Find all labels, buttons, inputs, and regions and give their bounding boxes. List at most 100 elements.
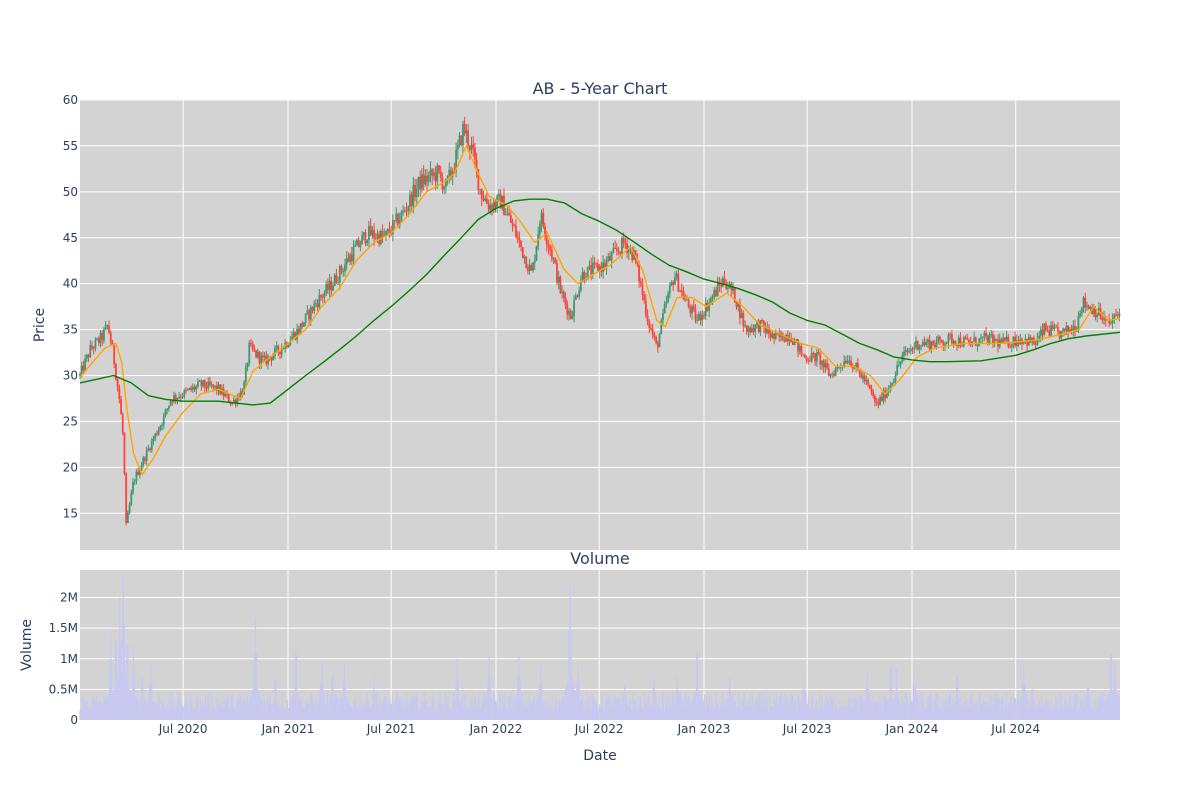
candle-up xyxy=(696,319,699,321)
candle-up xyxy=(533,260,536,263)
volume-bar xyxy=(1037,703,1040,720)
candle-up xyxy=(415,188,418,197)
volume-bar xyxy=(558,702,560,720)
candle-up xyxy=(164,409,167,416)
candle-down xyxy=(718,283,721,286)
candle-up xyxy=(918,346,921,350)
candle-down xyxy=(270,357,273,361)
candle-up xyxy=(952,340,955,344)
volume-bar xyxy=(365,701,367,720)
volume-bar xyxy=(512,696,514,720)
candle-up xyxy=(379,230,382,245)
candle-down xyxy=(277,345,280,352)
candle-up xyxy=(202,380,204,386)
volume-bar xyxy=(509,696,511,720)
candle-down xyxy=(373,229,375,239)
candle-up xyxy=(891,382,893,386)
volume-bar xyxy=(882,696,885,720)
candle-down xyxy=(959,337,962,346)
volume-bar xyxy=(464,694,466,720)
volume-bar xyxy=(295,653,298,720)
candle-down xyxy=(757,322,760,332)
volume-bar xyxy=(959,698,961,720)
volume-bar xyxy=(285,706,287,720)
volume-bar xyxy=(711,704,714,720)
volume-bar xyxy=(329,694,331,720)
volume-bar xyxy=(427,708,429,720)
volume-bar xyxy=(721,701,723,720)
volume-bar xyxy=(224,698,226,720)
volume-bar xyxy=(309,696,311,720)
volume-bar xyxy=(87,707,89,720)
volume-bar xyxy=(1007,709,1009,720)
volume-bar xyxy=(784,692,787,720)
volume-bar xyxy=(623,695,625,720)
volume-bar xyxy=(99,700,102,720)
volume-bar xyxy=(107,693,110,720)
volume-bar xyxy=(860,695,862,720)
candle-up xyxy=(810,353,813,362)
volume-bar xyxy=(452,697,454,720)
volume-bar xyxy=(1097,702,1099,720)
volume-bar xyxy=(86,700,88,720)
volume-bar xyxy=(906,705,909,720)
volume-bar xyxy=(1012,698,1015,720)
volume-bar xyxy=(739,702,741,720)
candle-up xyxy=(424,175,427,185)
candle-up xyxy=(1072,325,1075,332)
volume-bar xyxy=(838,709,840,720)
volume-bar xyxy=(166,704,168,720)
candle-down xyxy=(735,302,738,307)
candle-up xyxy=(443,187,446,190)
volume-bar xyxy=(423,692,425,720)
volume-bar xyxy=(767,710,769,720)
candle-down xyxy=(742,313,745,326)
volume-bar xyxy=(276,701,278,720)
volume-bar xyxy=(657,706,659,720)
price-y-tick-label: 25 xyxy=(63,414,78,428)
candle-down xyxy=(964,337,967,340)
volume-bar xyxy=(486,698,488,720)
candle-up xyxy=(662,313,664,321)
candle-down xyxy=(1063,328,1066,331)
volume-bar xyxy=(290,695,292,720)
volume-bar xyxy=(161,698,163,720)
volume-bar xyxy=(1016,704,1018,720)
candle-up xyxy=(181,396,184,398)
x-tick-label: Jul 2021 xyxy=(366,722,416,736)
volume-bars[interactable] xyxy=(79,576,1121,720)
candle-down xyxy=(108,325,110,333)
volume-bar xyxy=(235,702,237,720)
volume-bar xyxy=(307,702,309,720)
candle-up xyxy=(492,202,495,211)
volume-bar xyxy=(1056,700,1058,720)
candle-up xyxy=(1062,328,1064,332)
volume-bar xyxy=(436,709,438,720)
candle-down xyxy=(826,363,828,369)
volume-bar xyxy=(927,696,929,720)
candle-down xyxy=(251,343,254,349)
volume-bar xyxy=(790,694,792,720)
candle-down xyxy=(646,315,649,322)
volume-bar xyxy=(379,710,381,720)
volume-bar xyxy=(536,699,538,720)
candle-down xyxy=(932,341,934,345)
volume-bar xyxy=(677,691,679,720)
candle-up xyxy=(602,262,605,272)
volume-bar xyxy=(727,691,730,720)
candle-up xyxy=(154,433,157,439)
candle-down xyxy=(282,348,285,350)
volume-bar xyxy=(952,699,954,720)
volume-bar xyxy=(292,696,294,720)
candle-up xyxy=(80,365,83,374)
volume-bar xyxy=(812,696,814,720)
candle-up xyxy=(1002,337,1005,344)
candle-down xyxy=(600,266,603,272)
candle-up xyxy=(633,250,635,260)
volume-bar xyxy=(455,679,457,720)
volume-bar xyxy=(817,708,820,720)
volume-bar xyxy=(160,709,162,720)
candle-down xyxy=(255,350,257,358)
volume-bar xyxy=(934,697,936,720)
volume-bar xyxy=(287,708,290,720)
